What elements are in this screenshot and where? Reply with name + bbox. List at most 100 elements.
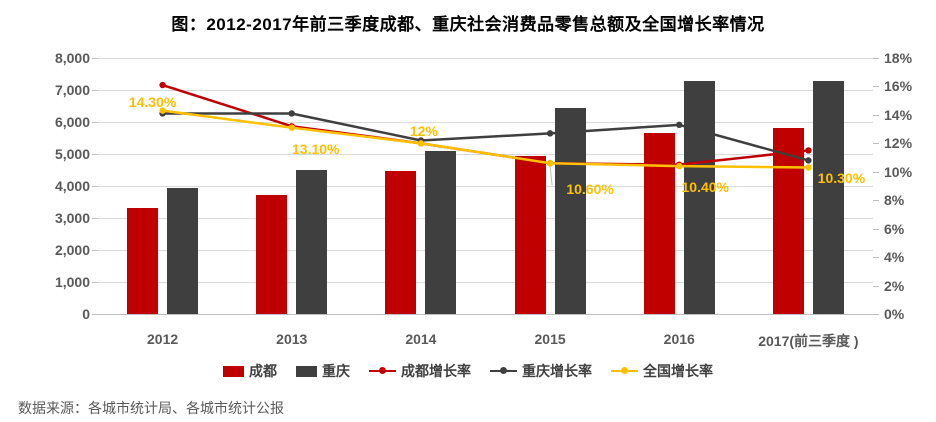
data-label: 10.40% [681,179,729,196]
y-axis-right-tick-label: 6% [884,220,905,237]
gridline [98,282,873,283]
x-axis-line [92,314,879,315]
legend-item-全国增长率: 全国增长率 [611,361,713,381]
legend-line-marker-icon [611,366,638,376]
marker-重庆增长率 [546,130,554,137]
y-axis-right-tick-label: 10% [884,163,913,180]
marker-全国增长率 [676,162,683,170]
y-axis-right-tick-mark [873,58,879,59]
y-axis-right-tick-mark [873,314,879,315]
bar-成都 [385,170,417,314]
marker-重庆增长率 [676,121,683,129]
data-label-leader-line [549,166,553,186]
legend-label: 重庆增长率 [522,363,592,379]
chart-title: 图：2012-2017年前三季度成都、重庆社会消费品零售总额及全国增长率情况 [171,15,765,34]
marker-全国增长率 [417,140,425,147]
gridline [98,122,873,123]
y-axis-left-tick-label: 3,000 [54,210,90,226]
marker-成都增长率 [805,147,812,154]
bar-成都 [256,194,288,314]
marker-重庆增长率 [805,157,812,164]
x-axis-label: 2017(前三季度 ) [758,333,859,349]
legend-label: 全国增长率 [643,363,713,379]
data-label: 10.30% [817,169,866,186]
data-label: 12% [409,123,438,140]
y-axis-left-tick-label: 7,000 [54,82,90,98]
gridline [98,186,873,187]
legend-item-成都增长率: 成都增长率 [369,361,471,381]
marker-全国增长率 [288,124,295,131]
legend-label: 重庆 [322,363,350,379]
y-axis-left-tick-mark [92,250,98,251]
gridline [98,90,873,91]
y-axis-left-tick-mark [92,90,98,91]
y-axis-left-tick-label: 2,000 [54,242,90,258]
legend-bar-swatch-icon [296,365,317,377]
y-axis-right-tick-label: 2% [884,277,905,294]
y-axis-left-tick-mark [92,58,98,59]
legend-line-dot-icon [500,367,507,374]
y-axis-right-tick-label: 14% [884,106,913,123]
legend-bar-swatch-icon [223,365,244,377]
y-axis-left-tick-mark [92,282,98,283]
chart-legend: 成都 重庆 成都增长率 重庆增长率 全国增长率 [0,361,936,381]
y-axis-right-tick-label: 4% [884,249,905,266]
y-axis-left-tick-mark [92,154,98,155]
bar-成都 [514,155,546,314]
y-axis-right-tick-label: 16% [884,78,913,95]
y-axis-right-tick-mark [873,200,879,202]
y-axis-left-tick-mark [92,122,98,123]
y-axis-left-tick-label: 6,000 [54,114,90,130]
gridline [98,250,873,251]
data-label: 10.60% [566,181,614,198]
marker-成都增长率 [159,81,166,89]
bar-重庆 [554,107,586,314]
marker-重庆增长率 [288,110,295,117]
bar-重庆 [296,170,328,314]
x-axis-label: 2013 [276,331,308,347]
y-axis-right-tick-mark [873,86,879,88]
legend-label: 成都增长率 [401,363,471,379]
legend-item-重庆: 重庆 [296,361,350,381]
legend-label: 成都 [249,363,277,379]
y-axis-left-tick-mark [92,186,98,187]
legend-item-成都: 成都 [223,361,277,381]
y-axis-left-tick-label: 4,000 [54,178,90,194]
legend-item-重庆增长率: 重庆增长率 [490,361,592,381]
y-axis-right-tick-label: 18% [884,50,913,66]
legend-line-marker-icon [369,366,396,376]
y-axis-right-tick-mark [873,114,879,116]
line-重庆增长率 [162,112,809,162]
y-axis-right-tick-mark [873,143,879,145]
data-label: 14.30% [128,93,177,110]
x-axis-label: 2015 [534,331,566,347]
bar-成都 [127,208,159,314]
gridline [98,58,873,59]
source-note: 数据来源：各城市统计局、各城市统计公报 [18,400,284,416]
y-axis-left-tick-label: 0 [82,306,90,322]
gridline [98,218,873,219]
y-axis-right-tick-mark [873,285,879,287]
y-axis-right-tick-label: 12% [884,135,913,152]
x-axis-label: 2014 [405,331,437,347]
y-axis-left-tick-label: 1,000 [54,274,90,290]
bar-重庆 [812,80,844,314]
marker-全国增长率 [805,164,812,171]
line-全国增长率 [162,109,809,169]
marker-全国增长率 [159,107,166,114]
bar-重庆 [425,150,457,314]
y-axis-right-tick-label: 0% [884,306,905,322]
y-axis-left-tick-label: 8,000 [54,50,90,66]
legend-line-dot-icon [379,367,386,374]
y-axis-left-tick-mark [92,218,98,219]
bar-成都 [643,132,675,314]
y-axis-right-tick-label: 8% [884,192,905,209]
bar-重庆 [683,81,715,314]
marker-全国增长率 [546,160,554,167]
y-axis-right-tick-mark [873,171,879,173]
data-label: 13.10% [292,140,340,157]
legend-line-dot-icon [621,367,628,374]
bar-成都 [772,128,804,314]
